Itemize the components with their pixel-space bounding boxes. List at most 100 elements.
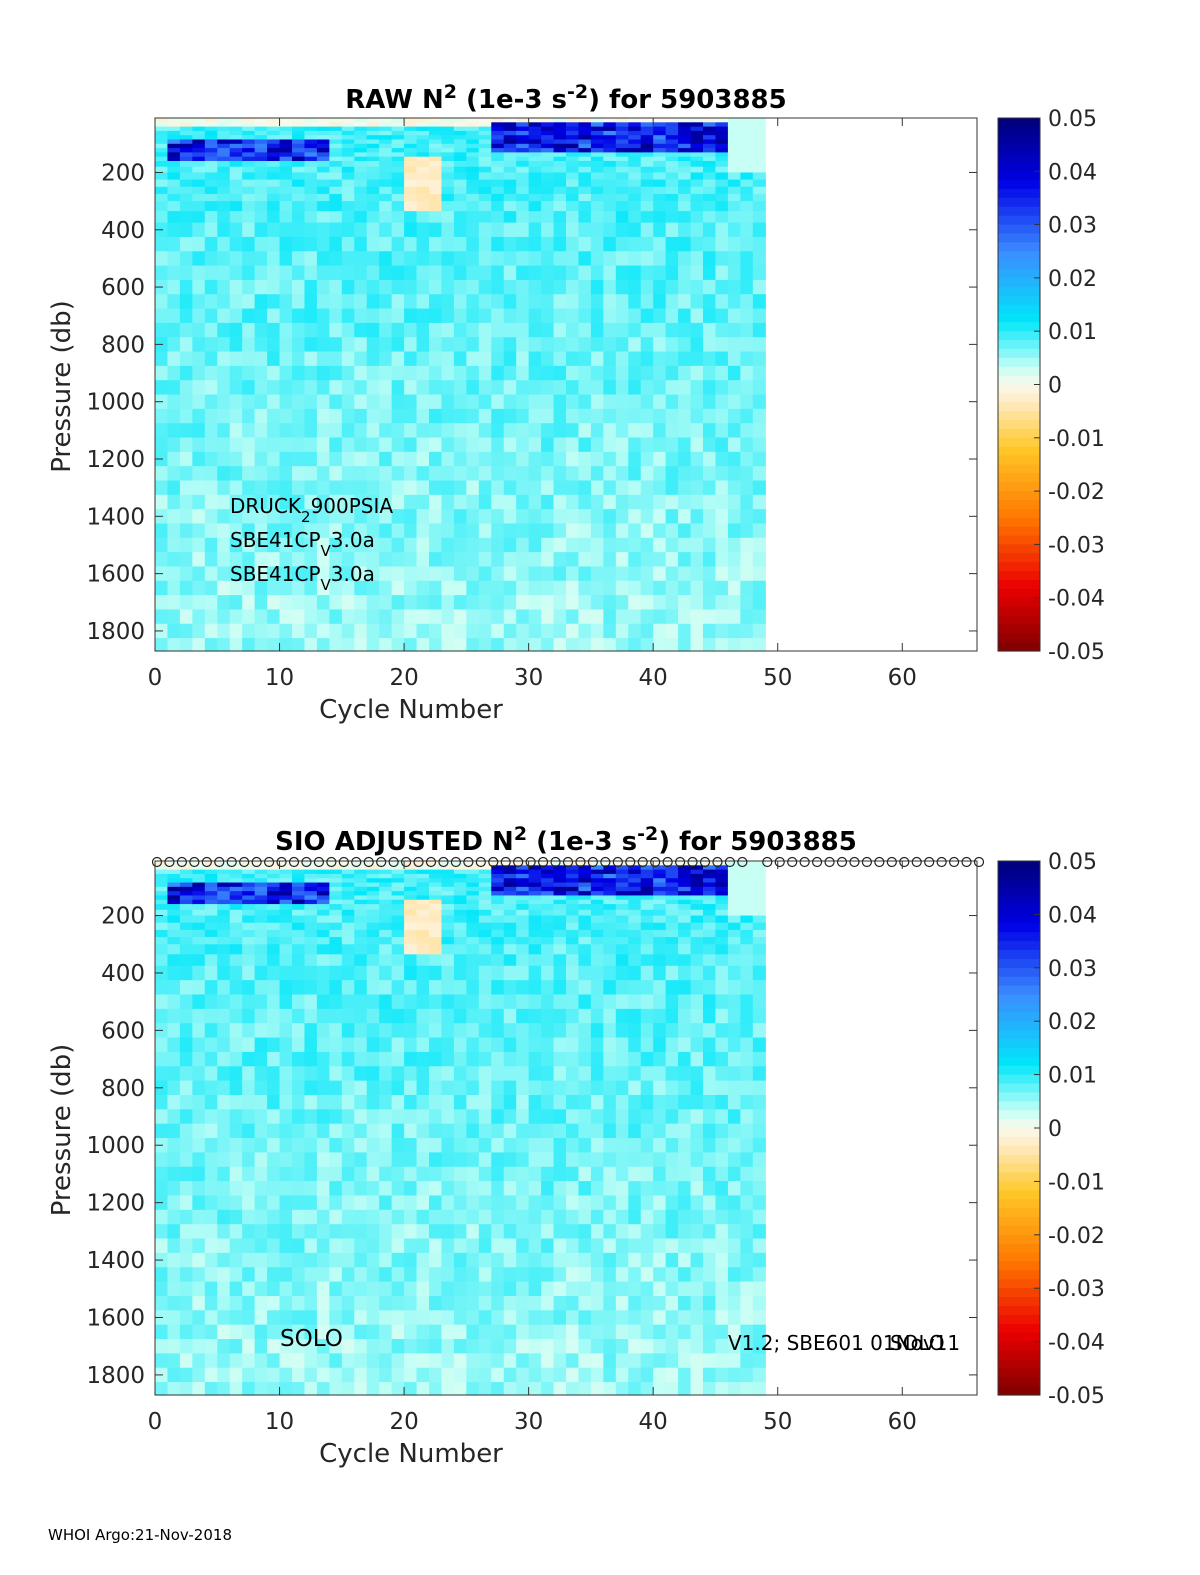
x-tick-label: 20 bbox=[389, 665, 418, 691]
heatmap-cells bbox=[155, 861, 766, 1396]
colorbar-tick-label: 0.01 bbox=[1048, 320, 1097, 345]
qc-marker bbox=[824, 856, 835, 868]
plot-frame bbox=[154, 117, 978, 652]
qc-marker bbox=[176, 856, 188, 868]
x-tick-label: 40 bbox=[639, 1409, 668, 1435]
x-axis-label: Cycle Number bbox=[319, 1439, 503, 1469]
chart-title: SIO ADJUSTED N2 (1e-3 s-2) for 5903885 bbox=[275, 823, 857, 857]
qc-marker bbox=[525, 856, 536, 868]
qc-marker bbox=[924, 856, 935, 868]
sensor-annotation: SBE41CPV3.0a bbox=[230, 528, 375, 560]
y-tick-label: 1200 bbox=[86, 1191, 145, 1217]
qc-marker bbox=[674, 856, 686, 868]
plot-frame bbox=[154, 860, 978, 1396]
qc-marker bbox=[488, 856, 499, 868]
float-type-annotation-overlap: SOLO bbox=[890, 1331, 945, 1355]
y-axis-label: Pressure (db) bbox=[47, 1044, 77, 1217]
qc-marker bbox=[151, 856, 163, 868]
colorbar-tick-label: 0.04 bbox=[1048, 903, 1097, 928]
qc-marker bbox=[388, 856, 399, 868]
sensor-annotation: DRUCK2900PSIA bbox=[230, 494, 393, 526]
firmware-annotation: V1.2; SBE601 01Nov11 bbox=[728, 1331, 960, 1355]
qc-marker bbox=[400, 856, 412, 868]
qc-marker bbox=[612, 856, 623, 868]
qc-marker bbox=[475, 856, 486, 868]
colorbar-tick-label: 0.02 bbox=[1048, 267, 1097, 292]
y-tick-label: 200 bbox=[101, 160, 145, 186]
x-tick-label: 30 bbox=[514, 1409, 543, 1435]
chart-title: RAW N2 (1e-3 s-2) for 5903885 bbox=[345, 81, 787, 115]
y-tick-label: 1000 bbox=[86, 1133, 145, 1159]
y-tick-label: 1800 bbox=[86, 1363, 145, 1389]
colorbar-tick-label: -0.02 bbox=[1048, 1224, 1105, 1249]
qc-marker bbox=[513, 856, 524, 868]
qc-marker bbox=[861, 856, 873, 868]
qc-marker bbox=[438, 856, 449, 868]
qc-marker bbox=[226, 856, 237, 868]
y-tick-label: 1800 bbox=[86, 619, 145, 645]
qc-marker bbox=[849, 856, 860, 868]
qc-marker bbox=[537, 856, 549, 868]
qc-marker bbox=[575, 856, 586, 868]
sensor-annotation: SBE41CPV3.0a bbox=[230, 562, 375, 594]
x-tick-label: 60 bbox=[888, 1409, 917, 1435]
y-tick-label: 800 bbox=[101, 1076, 145, 1102]
qc-marker bbox=[973, 856, 985, 868]
qc-marker bbox=[737, 856, 748, 868]
colorbar-tick-label: 0.03 bbox=[1048, 957, 1097, 982]
qc-marker bbox=[799, 856, 810, 868]
qc-marker bbox=[189, 856, 200, 868]
qc-marker bbox=[911, 856, 922, 868]
colorbar: 0.05 0.04 0.03 0.02 0.01 0 -0.01 -0.02 -0.03 -0.0… bbox=[997, 850, 1105, 1409]
qc-marker bbox=[450, 856, 462, 868]
qc-marker bbox=[699, 856, 711, 868]
x-tick-label: 60 bbox=[888, 665, 917, 691]
y-tick-label: 600 bbox=[101, 275, 145, 301]
float-type-annotation: SOLO bbox=[280, 1326, 343, 1352]
x-tick-label: 50 bbox=[763, 1409, 792, 1435]
colorbar-tick-label: -0.04 bbox=[1048, 1331, 1105, 1356]
x-tick-label: 10 bbox=[265, 665, 294, 691]
qc-marker bbox=[550, 856, 561, 868]
qc-marker bbox=[936, 856, 947, 868]
qc-marker bbox=[712, 856, 723, 868]
colorbar-tick-label: -0.04 bbox=[1048, 587, 1105, 612]
colorbar-tick-label: 0.03 bbox=[1048, 214, 1097, 239]
qc-marker bbox=[874, 856, 885, 868]
qc-marker bbox=[263, 856, 275, 868]
y-tick-label: 800 bbox=[101, 332, 145, 358]
colorbar-tick-label: 0 bbox=[1048, 1117, 1062, 1142]
qc-marker bbox=[650, 856, 661, 868]
qc-marker bbox=[301, 856, 312, 868]
qc-marker bbox=[363, 856, 374, 868]
colorbar-tick-label: -0.03 bbox=[1048, 533, 1105, 558]
colorbar-tick-label: -0.05 bbox=[1048, 640, 1105, 665]
chart-panel-1: 0 10 20 30 40 50 60 200 400 600 800 1000 1200 1400 160… bbox=[47, 81, 1105, 725]
qc-marker bbox=[787, 856, 798, 868]
qc-marker bbox=[326, 856, 337, 868]
colorbar-tick-label: 0.04 bbox=[1048, 160, 1097, 185]
qc-marker bbox=[836, 856, 848, 868]
qc-marker bbox=[662, 856, 673, 868]
y-tick-label: 1200 bbox=[86, 447, 145, 473]
y-tick-label: 1600 bbox=[86, 1305, 145, 1331]
chart-panel-2: 0 10 20 30 40 50 60 200 400 600 800 1000 1200 1400 160… bbox=[47, 823, 1105, 1469]
y-tick-label: 600 bbox=[101, 1018, 145, 1044]
x-tick-label: 40 bbox=[639, 665, 668, 691]
colorbar-tick-label: -0.01 bbox=[1048, 427, 1105, 452]
qc-marker bbox=[239, 856, 250, 868]
qc-markers bbox=[151, 856, 985, 868]
colorbar-tick-label: 0.05 bbox=[1048, 850, 1097, 875]
y-tick-label: 1600 bbox=[86, 562, 145, 588]
colorbar-tick-label: 0.02 bbox=[1048, 1010, 1097, 1035]
qc-marker bbox=[811, 856, 823, 868]
y-tick-label: 200 bbox=[101, 904, 145, 930]
qc-marker bbox=[425, 856, 437, 868]
colorbar: 0.05 0.04 0.03 0.02 0.01 0 -0.01 -0.02 -0.03 -0.0… bbox=[997, 107, 1105, 665]
qc-marker bbox=[961, 856, 972, 868]
qc-marker bbox=[276, 856, 287, 868]
qc-marker bbox=[288, 856, 300, 868]
qc-marker bbox=[214, 856, 225, 868]
qc-marker bbox=[500, 856, 511, 868]
